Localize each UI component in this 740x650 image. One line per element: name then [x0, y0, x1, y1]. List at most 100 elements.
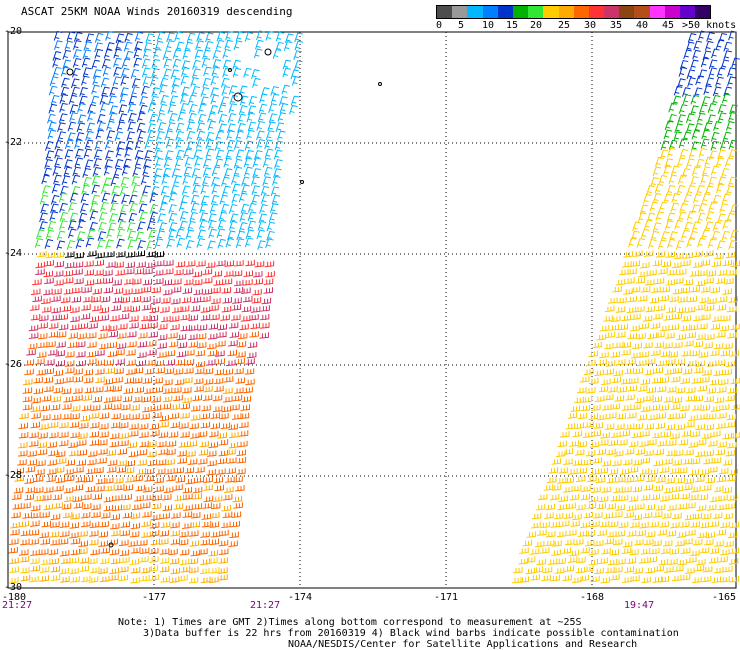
wind-barb: [174, 31, 183, 42]
wind-barb: [171, 386, 182, 394]
wind-barb: [266, 230, 275, 241]
wind-barb: [717, 296, 728, 303]
wind-barb: [149, 113, 158, 124]
wind-barb: [179, 558, 190, 566]
colorbar-label: 5: [458, 20, 465, 31]
wind-barb: [677, 78, 686, 88]
wind-barb: [163, 68, 172, 79]
island-marker: [233, 92, 243, 102]
wind-barb: [564, 476, 575, 484]
wind-barb: [722, 565, 733, 573]
wind-barb: [199, 440, 209, 448]
wind-barb: [128, 540, 138, 547]
wind-barb: [647, 269, 657, 276]
wind-barb: [190, 305, 201, 312]
islands: [66, 48, 382, 548]
wind-barb: [611, 431, 621, 438]
wind-barb: [244, 368, 255, 375]
wind-barb: [715, 76, 724, 87]
wind-barb: [141, 296, 151, 303]
latitude-label: -30: [4, 582, 23, 593]
wind-barb: [188, 557, 199, 565]
wind-barb: [252, 270, 263, 278]
wind-barb: [151, 68, 160, 78]
wind-barb: [86, 229, 96, 240]
wind-barb: [166, 475, 176, 482]
wind-barb: [707, 297, 717, 305]
wind-barb: [681, 259, 691, 267]
wind-barb: [659, 576, 670, 583]
wind-barb: [203, 484, 213, 491]
wind-barb: [53, 174, 62, 185]
wind-barb: [30, 504, 41, 512]
wind-barb: [111, 395, 122, 402]
wind-barb: [561, 547, 572, 555]
wind-barb: [130, 404, 140, 411]
wind-barb: [676, 412, 686, 419]
wind-barb: [245, 378, 255, 386]
wind-barb: [100, 547, 110, 554]
wind-barb: [649, 547, 660, 555]
wind-barb: [72, 67, 81, 78]
wind-barb: [47, 129, 57, 140]
wind-barb: [690, 176, 699, 186]
wind-barb: [661, 431, 671, 438]
wind-barb: [103, 477, 114, 484]
wind-barb: [644, 219, 653, 230]
wind-barb: [718, 556, 728, 563]
wind-barb: [719, 203, 728, 213]
wind-barb: [704, 395, 714, 403]
wind-barb: [99, 306, 109, 314]
wind-barb: [68, 441, 78, 449]
wind-barb: [180, 566, 191, 573]
wind-barb: [699, 547, 710, 554]
wind-barb: [622, 576, 632, 583]
wind-barb: [621, 349, 631, 356]
wind-barb: [207, 333, 218, 340]
wind-barb: [98, 448, 108, 455]
wind-barb: [124, 32, 133, 43]
wind-barb: [106, 130, 115, 140]
wind-barb: [700, 174, 709, 185]
wind-barb: [635, 448, 646, 455]
wind-barb: [149, 193, 159, 203]
wind-barb: [217, 457, 228, 465]
wind-barb: [220, 203, 230, 214]
wind-barb: [164, 150, 174, 160]
wind-barb: [283, 41, 293, 51]
wind-barb: [48, 103, 58, 114]
wind-barb: [226, 139, 236, 150]
wind-barb: [90, 95, 100, 106]
wind-barb: [707, 114, 716, 125]
wind-barb: [685, 306, 696, 313]
wind-barb: [51, 183, 61, 194]
wind-barb: [193, 377, 204, 385]
wind-barb: [36, 351, 47, 359]
wind-barb: [59, 220, 68, 230]
wind-barb: [103, 165, 113, 176]
wind-barb: [631, 313, 641, 321]
wind-barb: [730, 323, 740, 331]
wind-barb: [219, 194, 228, 205]
wind-barb: [171, 306, 182, 313]
wind-barb: [207, 240, 216, 251]
colorbar-label: 40: [636, 20, 649, 31]
wind-barb: [82, 167, 91, 178]
wind-barb: [110, 529, 121, 537]
wind-barb: [43, 288, 53, 296]
wind-barb: [70, 513, 80, 520]
wind-barb: [253, 48, 263, 59]
wind-barb: [198, 103, 207, 114]
wind-barb: [134, 495, 144, 502]
wind-barb: [618, 323, 628, 331]
wind-barb: [106, 466, 117, 473]
wind-barb: [700, 259, 710, 267]
wind-barb: [652, 395, 663, 403]
colorbar-label: >50 knots: [682, 20, 737, 31]
wind-barb: [710, 131, 720, 142]
wind-barb: [715, 183, 725, 194]
wind-barb: [95, 129, 105, 140]
wind-barb: [73, 368, 83, 375]
wind-barb: [232, 394, 243, 402]
wind-barb: [720, 521, 730, 529]
